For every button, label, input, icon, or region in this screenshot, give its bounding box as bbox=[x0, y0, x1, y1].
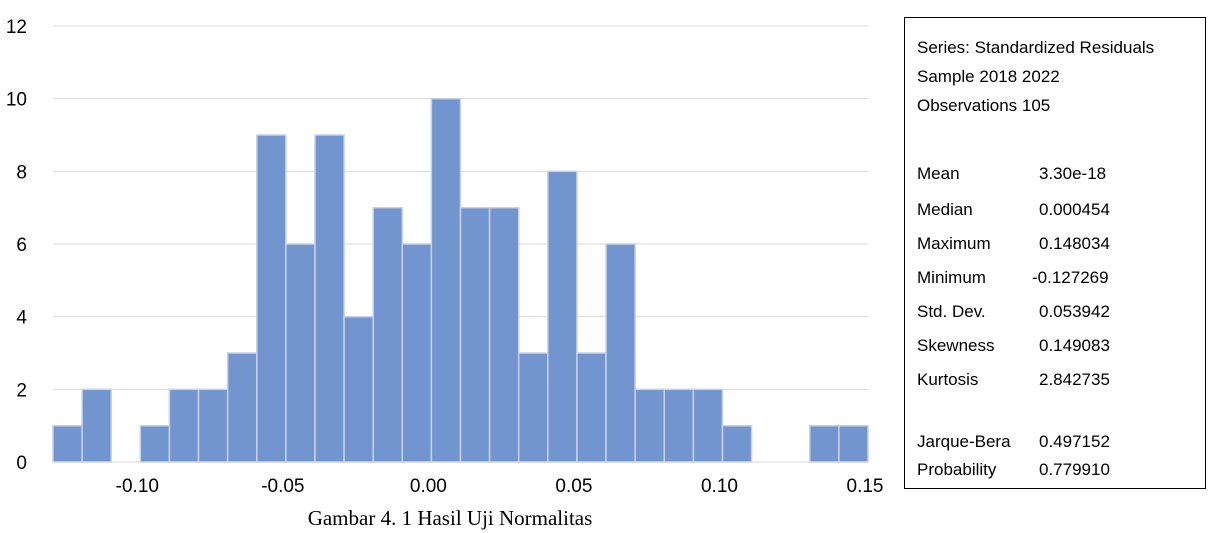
observations-count: Observations 105 bbox=[917, 96, 1051, 115]
histogram-bar bbox=[139, 424, 171, 463]
stat-value: 0.779910 bbox=[1039, 460, 1110, 479]
y-tick-label: 8 bbox=[16, 162, 27, 183]
stat-row-minimum: Minimum -0.127269 bbox=[917, 268, 1207, 288]
histogram-bar bbox=[721, 424, 753, 463]
stat-row-maximum: Maximum 0.148034 bbox=[917, 234, 1207, 254]
histogram-bar bbox=[488, 206, 520, 463]
histogram-bar bbox=[285, 243, 316, 463]
histogram-bar bbox=[809, 424, 840, 463]
histogram-bar bbox=[401, 243, 433, 463]
histogram-bar bbox=[547, 170, 578, 463]
y-tick-labels: 0 2 4 6 8 10 12 bbox=[6, 17, 28, 474]
y-tick-label: 6 bbox=[16, 235, 27, 256]
histogram-bar bbox=[517, 352, 549, 463]
histogram-bar bbox=[314, 134, 345, 463]
histogram-bar bbox=[52, 424, 83, 463]
y-tick-label: 4 bbox=[16, 308, 27, 329]
stat-label: Kurtosis bbox=[917, 370, 979, 389]
stat-label: Median bbox=[917, 200, 973, 219]
stat-row-mean: Mean 3.30e-18 bbox=[917, 164, 1207, 184]
histogram-bar bbox=[605, 243, 636, 463]
y-tick-label: 0 bbox=[16, 453, 27, 474]
stat-value: 0.497152 bbox=[1039, 432, 1110, 451]
stat-label: Std. Dev. bbox=[917, 302, 986, 321]
x-tick-label: 0.05 bbox=[555, 476, 592, 497]
histogram-bar bbox=[343, 315, 374, 463]
x-tick-label: 0.15 bbox=[847, 476, 884, 497]
histogram-bar bbox=[634, 388, 666, 463]
stat-label: Mean bbox=[917, 164, 960, 183]
stat-label: Jarque-Bera bbox=[917, 432, 1011, 451]
sample-range: Sample 2018 2022 bbox=[917, 67, 1060, 86]
stat-value: 0.000454 bbox=[1039, 200, 1110, 219]
figure-caption: Gambar 4. 1 Hasil Uji Normalitas bbox=[307, 506, 593, 530]
histogram-bar bbox=[663, 388, 695, 463]
histogram-bar bbox=[838, 424, 869, 463]
stat-value: 0.053942 bbox=[1039, 302, 1110, 321]
stat-row-std-dev: Std. Dev. 0.053942 bbox=[917, 302, 1207, 322]
histogram-bar bbox=[692, 388, 724, 463]
x-tick-label: -0.10 bbox=[116, 476, 159, 497]
stat-row-probability: Probability 0.779910 bbox=[917, 460, 1207, 480]
stat-row-median: Median 0.000454 bbox=[917, 200, 1207, 220]
histogram-bar bbox=[430, 97, 462, 463]
histogram-bar bbox=[81, 388, 112, 463]
stat-label: Maximum bbox=[917, 234, 991, 253]
stat-row-kurtosis: Kurtosis 2.842735 bbox=[917, 370, 1207, 390]
histogram-bar bbox=[372, 206, 404, 463]
histogram-chart: 0 2 4 6 8 10 12 -0.10 -0.05 0.00 0.05 0.10 0.15 bbox=[6, 17, 884, 497]
x-tick-labels: -0.10 -0.05 0.00 0.05 0.10 0.15 bbox=[116, 476, 884, 497]
y-tick-label: 2 bbox=[16, 380, 27, 401]
histogram-bar bbox=[459, 206, 491, 463]
stat-row-jarque-bera: Jarque-Bera 0.497152 bbox=[917, 432, 1207, 452]
histogram-bars bbox=[52, 97, 869, 463]
stat-value: 0.149083 bbox=[1039, 336, 1110, 355]
stat-row-skewness: Skewness 0.149083 bbox=[917, 336, 1207, 356]
stat-value: 2.842735 bbox=[1039, 370, 1110, 389]
histogram-bar bbox=[226, 352, 258, 463]
stat-value: 0.148034 bbox=[1039, 234, 1110, 253]
y-tick-label: 10 bbox=[6, 90, 27, 111]
x-tick-label: 0.10 bbox=[701, 476, 738, 497]
x-tick-label: -0.05 bbox=[261, 476, 304, 497]
x-tick-label: 0.00 bbox=[410, 476, 447, 497]
histogram-bar bbox=[168, 388, 200, 463]
stat-value: 3.30e-18 bbox=[1039, 164, 1107, 183]
stat-value: -0.127269 bbox=[1032, 268, 1109, 287]
histogram-bar bbox=[576, 352, 607, 463]
series-name: Series: Standardized Residuals bbox=[917, 38, 1155, 57]
stat-label: Skewness bbox=[917, 336, 995, 355]
y-tick-label: 12 bbox=[6, 17, 27, 38]
statistics-panel: Series: Standardized Residuals Sample 20… bbox=[904, 17, 1206, 489]
histogram-bar bbox=[197, 388, 229, 463]
stat-label: Probability bbox=[917, 460, 997, 479]
stat-label: Minimum bbox=[917, 268, 986, 287]
histogram-bar bbox=[256, 134, 287, 463]
